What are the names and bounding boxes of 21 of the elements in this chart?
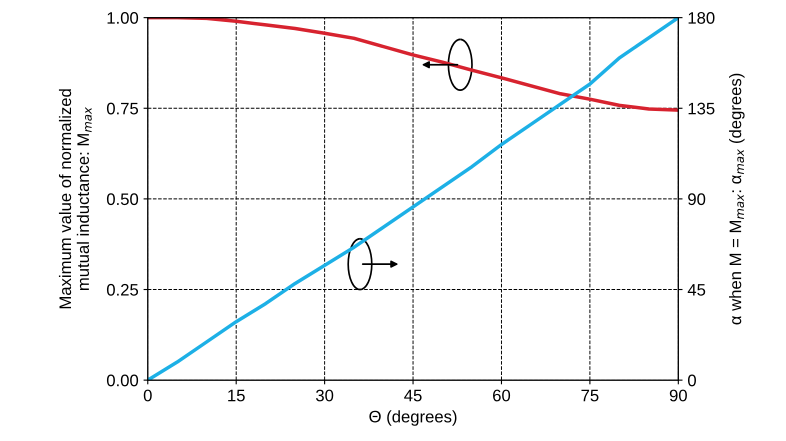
x-tick-label: 30 (316, 390, 334, 402)
y2-tick-label: 180 (688, 12, 714, 24)
y-tick-label: 1.00 (108, 12, 138, 24)
x-tick-label: 45 (404, 390, 422, 402)
y-tick-label: 0.00 (106, 374, 138, 386)
line-series (148, 18, 678, 380)
x-tick-label: 60 (493, 390, 510, 402)
y2-tick-label: 90 (688, 193, 706, 206)
y-tick-label: 0.50 (106, 193, 138, 206)
x-tick-label: 15 (228, 390, 245, 402)
x-tick-label: 0 (144, 390, 152, 402)
y-tick-label: 0.25 (106, 284, 138, 296)
x-tick-label: 90 (670, 390, 687, 402)
y-axis-title: Maximum value of normalized mutual inductance: M$_{max}$ (58, 89, 92, 308)
x-axis-title: Θ (degrees) (369, 410, 456, 426)
y2-axis-title: α when M = M$_{max}$: α$_{max}$ (degrees) (729, 74, 745, 324)
x-tick-label: 75 (581, 390, 598, 402)
y-tick-label: 0.75 (106, 102, 138, 114)
y2-tick-label: 45 (688, 284, 706, 296)
y2-tick-label: 135 (688, 102, 714, 114)
y2-tick-label: 0 (688, 374, 696, 386)
